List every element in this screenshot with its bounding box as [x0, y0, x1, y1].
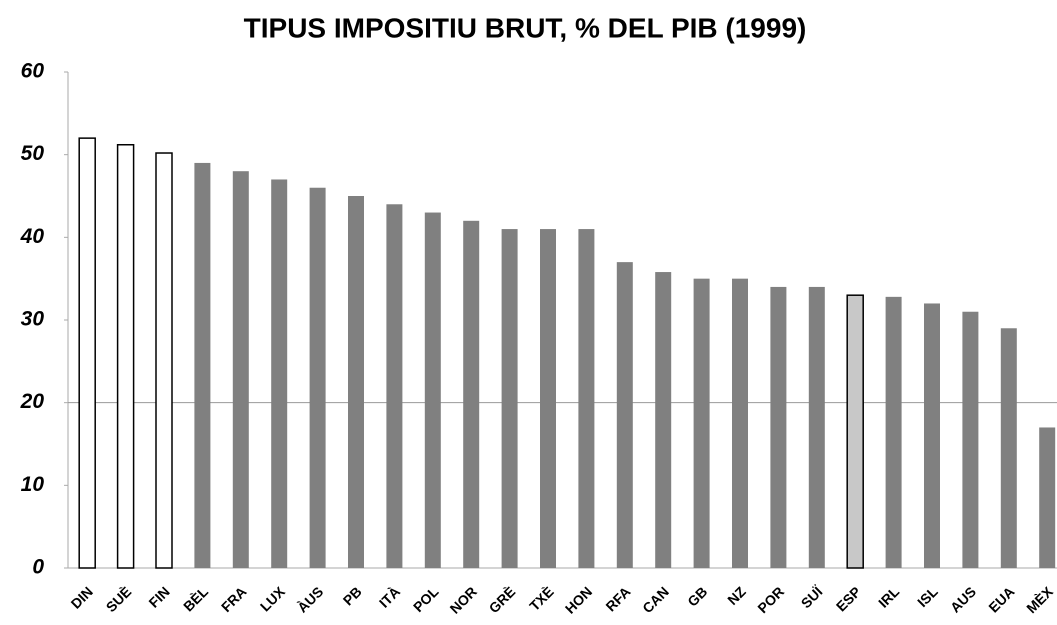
bar	[1039, 427, 1056, 568]
bar	[732, 278, 748, 568]
bar	[962, 311, 979, 568]
x-tick-label: RFA	[602, 583, 633, 614]
y-tick-label: 10	[21, 473, 45, 496]
bar	[1000, 328, 1017, 568]
x-tick-label: NZ	[724, 583, 749, 608]
bar	[846, 294, 864, 569]
x-tick-label: FIN	[145, 583, 172, 610]
bar	[770, 286, 787, 568]
x-tick-label: HON	[562, 583, 595, 616]
x-tick-label: POR	[754, 583, 787, 616]
bar	[924, 303, 940, 568]
x-tick-label: ÀUS	[294, 583, 326, 615]
bar	[463, 220, 480, 569]
x-tick-label: ESP	[833, 583, 864, 614]
bar	[386, 204, 403, 568]
x-tick-label: NOR	[447, 583, 480, 616]
x-tick-label: FRA	[218, 583, 250, 615]
bar	[501, 229, 518, 569]
y-tick-label: 50	[21, 142, 45, 165]
y-tick-label: 30	[21, 308, 45, 331]
x-tick-label: SUÈ	[103, 583, 135, 615]
y-tick-label: 40	[20, 225, 45, 248]
chart-title: TIPUS IMPOSITIU BRUT, % DEL PIB (1999)	[244, 12, 807, 43]
bar	[885, 296, 902, 568]
bar	[155, 152, 173, 569]
x-tick-label: LUX	[257, 583, 289, 615]
bar	[309, 187, 326, 568]
bar	[348, 196, 364, 568]
bar	[616, 262, 633, 568]
x-tick-label: GB	[684, 583, 710, 609]
bar	[194, 162, 211, 568]
bar	[540, 229, 556, 569]
y-tick-label: 20	[20, 390, 45, 413]
bar	[655, 272, 672, 568]
x-tick-label: GRÈ	[486, 583, 519, 616]
x-tick-label: BÈL	[180, 583, 211, 614]
bar	[116, 143, 135, 569]
x-tick-label: IRL	[875, 583, 903, 611]
bar	[271, 179, 288, 568]
bar	[232, 171, 249, 568]
y-tick-label: 0	[32, 556, 44, 579]
x-tick-label: MÈX	[1023, 583, 1056, 616]
bar	[808, 286, 825, 568]
x-tick-label: AUS	[947, 583, 979, 615]
x-tick-label: EUA	[985, 583, 1017, 615]
bar	[578, 229, 595, 569]
x-tick-label: SUÏ	[798, 583, 827, 612]
bar	[424, 212, 441, 569]
x-tick-label: DIN	[68, 583, 96, 611]
x-tick-label: CAN	[639, 583, 672, 616]
x-tick-label: ITÀ	[376, 583, 403, 610]
y-tick-label: 60	[21, 60, 45, 83]
x-tick-label: TXÈ	[526, 583, 557, 614]
x-tick-label: PB	[340, 583, 365, 608]
x-tick-label: ISL	[914, 583, 941, 610]
bar	[693, 278, 710, 568]
x-tick-label: POL	[410, 583, 442, 615]
bar	[78, 137, 96, 569]
